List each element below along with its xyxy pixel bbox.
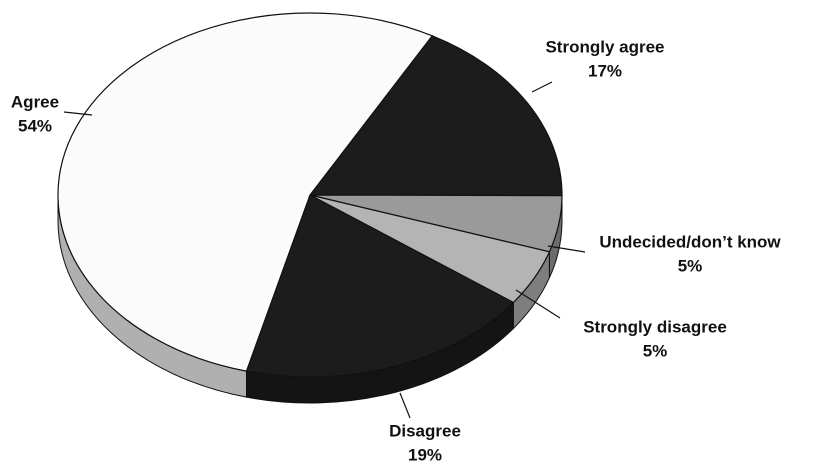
leader-line (399, 392, 411, 419)
leader-line (63, 111, 93, 116)
leader-line (515, 289, 561, 319)
slice-label: Disagree (389, 421, 461, 440)
leader-lines (63, 81, 586, 419)
slice (245, 194, 515, 378)
slice-label: Agree (11, 92, 59, 111)
leader-line (531, 81, 553, 93)
slice-value-label: 5% (643, 341, 668, 360)
labels: Strongly agree 17% Undecided/don’t know 5% S… (11, 37, 782, 464)
slice-value-label: 19% (408, 445, 442, 464)
slice-label: Undecided/don’t know (599, 232, 781, 251)
slice-label: Strongly disagree (583, 317, 727, 336)
slice (308, 35, 563, 197)
slice-label: Strongly agree (545, 37, 664, 56)
slice-value-label: 17% (588, 61, 622, 80)
slice-value-label: 54% (18, 116, 52, 135)
slice-value-label: 5% (678, 256, 703, 275)
leader-line (547, 245, 586, 253)
pie-tops (57, 12, 563, 378)
slice (57, 12, 434, 372)
